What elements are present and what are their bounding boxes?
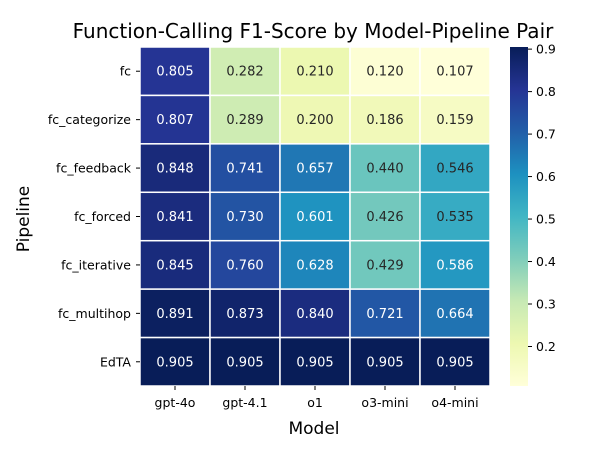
colorbar-tick-label: 0.7 — [536, 127, 556, 142]
x-tick-label: o4-mini — [431, 395, 478, 410]
colorbar-tick-label: 0.2 — [536, 339, 556, 354]
cell-value-label: 0.905 — [366, 355, 403, 370]
cell-value-label: 0.845 — [156, 258, 193, 273]
heatmap-cell — [209, 191, 281, 242]
heatmap-cell — [279, 288, 351, 339]
y-axis-ticks: fc fc_categorize fc_feedback fc_forced fc_it… — [48, 64, 140, 369]
cell-value-label: 0.186 — [366, 113, 403, 128]
x-axis-label: Model — [288, 419, 339, 439]
cell-value-label: 0.905 — [156, 355, 193, 370]
heatmap-cell — [139, 336, 211, 387]
cell-value-label: 0.905 — [436, 355, 473, 370]
cell-value-label: 0.586 — [436, 258, 473, 273]
cell-value-label: 0.120 — [366, 65, 403, 80]
heatmap-cell — [349, 143, 421, 194]
cell-value-label: 0.657 — [296, 162, 333, 177]
cell-value-label: 0.440 — [366, 162, 403, 177]
heatmap-cell — [419, 191, 491, 242]
cell-value-label: 0.546 — [436, 162, 473, 177]
y-tick-label: fc_feedback — [56, 161, 132, 176]
cell-value-label: 0.282 — [226, 65, 263, 80]
heatmap-cells — [139, 46, 491, 387]
cell-value-label: 0.628 — [296, 258, 333, 273]
heatmap-cell — [349, 288, 421, 339]
x-axis-ticks: gpt-4o gpt-4.1 o1 o3-mini o4-mini — [155, 386, 479, 410]
cell-value-label: 0.601 — [296, 210, 333, 225]
colorbar-tick-label: 0.9 — [536, 42, 556, 57]
x-tick-label: o3-mini — [361, 395, 408, 410]
heatmap-cell — [349, 191, 421, 242]
heatmap-cell — [209, 288, 281, 339]
colorbar-tick-label: 0.5 — [536, 212, 556, 227]
cell-value-label: 0.210 — [296, 65, 333, 80]
colorbar: 0.2 0.3 0.4 0.5 0.6 0.7 0.8 0.9 — [510, 42, 556, 386]
heatmap-cell — [139, 239, 211, 290]
colorbar-gradient — [510, 47, 528, 386]
cell-value-label: 0.840 — [296, 307, 333, 322]
colorbar-tick-label: 0.4 — [536, 254, 556, 269]
x-tick-label: gpt-4o — [155, 395, 196, 410]
heatmap-cell — [209, 46, 281, 97]
heatmap-cell-labels: 0.805 0.282 0.210 0.120 0.107 0.807 0.289 0.200… — [156, 65, 473, 371]
colorbar-tick-label: 0.3 — [536, 297, 556, 312]
y-tick-label: fc_categorize — [48, 112, 131, 127]
cell-value-label: 0.905 — [226, 355, 263, 370]
y-axis-label: Pipeline — [14, 186, 34, 253]
cell-value-label: 0.730 — [226, 210, 263, 225]
cell-value-label: 0.426 — [366, 210, 403, 225]
cell-value-label: 0.760 — [226, 258, 263, 273]
y-tick-label: fc_multihop — [58, 306, 131, 321]
cell-value-label: 0.873 — [226, 307, 263, 322]
x-tick-label: gpt-4.1 — [222, 395, 267, 410]
heatmap-cell — [209, 239, 281, 290]
heatmap-cell — [419, 94, 491, 145]
cell-value-label: 0.841 — [156, 210, 193, 225]
cell-value-label: 0.535 — [436, 210, 473, 225]
cell-value-label: 0.741 — [226, 162, 263, 177]
x-tick-label: o1 — [307, 395, 323, 410]
colorbar-tick-label: 0.6 — [536, 169, 556, 184]
cell-value-label: 0.107 — [436, 65, 473, 80]
cell-value-label: 0.200 — [296, 113, 333, 128]
cell-value-label: 0.905 — [296, 355, 333, 370]
y-tick-label: fc_iterative — [61, 257, 131, 272]
heatmap-cell — [209, 143, 281, 194]
y-tick-label: fc — [120, 64, 131, 79]
cell-value-label: 0.159 — [436, 113, 473, 128]
cell-value-label: 0.721 — [366, 307, 403, 322]
y-tick-label: fc_forced — [74, 209, 131, 224]
cell-value-label: 0.289 — [226, 113, 263, 128]
cell-value-label: 0.807 — [156, 113, 193, 128]
cell-value-label: 0.429 — [366, 258, 403, 273]
heatmap-cell — [279, 191, 351, 242]
heatmap-cell — [279, 94, 351, 145]
colorbar-ticks: 0.2 0.3 0.4 0.5 0.6 0.7 0.8 0.9 — [528, 42, 556, 354]
cell-value-label: 0.848 — [156, 162, 193, 177]
cell-value-label: 0.805 — [156, 65, 193, 80]
chart-title: Function-Calling F1-Score by Model-Pipel… — [73, 19, 554, 43]
heatmap-cell — [279, 239, 351, 290]
cell-value-label: 0.664 — [436, 307, 473, 322]
colorbar-tick-label: 0.8 — [536, 84, 556, 99]
heatmap-cell — [419, 288, 491, 339]
y-tick-label: EdTA — [100, 354, 131, 369]
cell-value-label: 0.891 — [156, 307, 193, 322]
